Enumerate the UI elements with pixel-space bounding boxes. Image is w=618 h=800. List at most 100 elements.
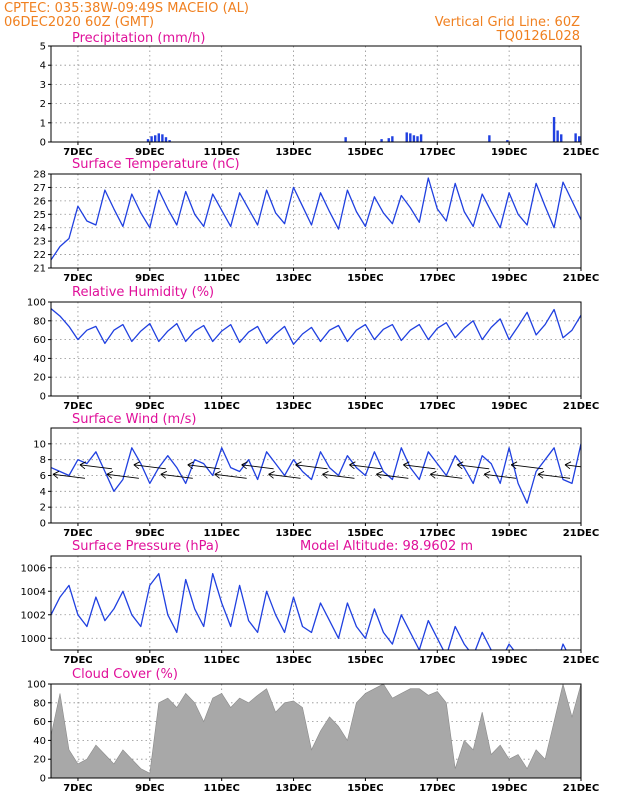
- series-line-temp: [51, 177, 581, 261]
- y-tick-label: 27: [33, 183, 46, 194]
- chart-panel-precip: 0 1 2 3 4 5 7DEC 9DEC 11DEC 13DEC 15DEC 17DEC 19DEC 2…: [40, 31, 600, 158]
- series-line-rh: [51, 308, 581, 345]
- y-tick-label: 6: [40, 471, 46, 482]
- x-tick-label: 17DEC: [419, 147, 455, 158]
- wind-arrow: [510, 461, 544, 470]
- x-tick-label: 13DEC: [275, 401, 311, 412]
- chart-panel-wind: 0 2 4 6 8 10 7DEC 9DEC 11DEC 13DEC 15DEC 17DEC 19DEC…: [33, 412, 599, 539]
- x-tick-label: 21DEC: [563, 783, 599, 794]
- precip-bar: [161, 134, 164, 142]
- y-tick-label: 60: [33, 335, 46, 346]
- y-tick-label: 100: [27, 298, 46, 309]
- grid: [51, 45, 582, 142]
- y-tick-label: 4: [40, 61, 46, 72]
- header-station-line: CPTEC: 035:38W-09:49S MACEIO (AL): [4, 1, 249, 16]
- header-grid-line-info: Vertical Grid Line: 60Z: [435, 15, 580, 30]
- x-tick-label: 9DEC: [135, 655, 164, 666]
- y-tick-label: 21: [33, 264, 46, 275]
- x-tick-label: 19DEC: [491, 528, 527, 539]
- y-tick-label: 0: [40, 138, 46, 149]
- y-tick-label: 80: [33, 316, 46, 327]
- x-tick-label: 15DEC: [347, 655, 383, 666]
- y-tick-label: 0: [40, 774, 46, 785]
- x-tick-label: 13DEC: [275, 783, 311, 794]
- x-tick-label: 19DEC: [491, 783, 527, 794]
- precip-bar: [578, 136, 581, 142]
- y-tick-label: 22: [33, 250, 46, 261]
- wind-arrow: [322, 470, 355, 479]
- precip-bar: [391, 136, 394, 142]
- precip-bar: [164, 137, 168, 142]
- precip-bar: [488, 135, 491, 142]
- x-tick-label: 9DEC: [135, 783, 164, 794]
- panel-frame: [50, 173, 582, 269]
- y-tick-label: 23: [33, 237, 46, 248]
- y-tick-label: 1: [40, 118, 46, 129]
- x-tick-label: 13DEC: [275, 147, 311, 158]
- panel-title: Surface Pressure (hPa): [72, 539, 219, 554]
- y-tick-label: 40: [33, 736, 46, 747]
- x-tick-label: 19DEC: [491, 655, 527, 666]
- x-tick-label: 17DEC: [419, 273, 455, 284]
- wind-arrow: [429, 470, 463, 479]
- wind-arrow: [537, 470, 571, 479]
- x-tick-label: 15DEC: [347, 273, 383, 284]
- wind-arrow: [241, 461, 274, 470]
- x-tick-label: 21DEC: [563, 147, 599, 158]
- x-tick-label: 17DEC: [419, 783, 455, 794]
- y-tick-label: 20: [33, 373, 46, 384]
- x-tick-label: 15DEC: [347, 147, 383, 158]
- x-tick-label: 11DEC: [203, 273, 239, 284]
- y-tick-label: 10: [33, 439, 46, 450]
- wind-arrow: [79, 461, 112, 470]
- wind-arrow: [483, 470, 517, 479]
- y-tick-label: 0: [40, 519, 46, 530]
- precip-bar: [154, 135, 157, 142]
- panel-annotation: Model Altitude: 98.9602 m: [300, 539, 473, 554]
- y-tick-label: 4: [40, 487, 46, 498]
- y-tick-label: 28: [33, 170, 46, 181]
- x-tick-label: 9DEC: [135, 401, 164, 412]
- x-tick-label: 7DEC: [63, 655, 92, 666]
- header-model-id: TQ0126L028: [496, 29, 580, 44]
- precip-bar: [560, 134, 563, 142]
- y-tick-label: 26: [33, 196, 46, 207]
- y-tick-label: 100: [27, 680, 46, 691]
- wind-arrow: [214, 470, 247, 479]
- grid: [51, 556, 582, 650]
- y-tick-label: 1002: [21, 610, 46, 621]
- x-tick-label: 7DEC: [63, 528, 92, 539]
- precip-bar: [380, 139, 383, 142]
- x-tick-label: 17DEC: [419, 655, 455, 666]
- y-tick-label: 8: [40, 455, 46, 466]
- x-tick-label: 21DEC: [563, 273, 599, 284]
- x-tick-label: 11DEC: [203, 147, 239, 158]
- precip-bar: [344, 137, 347, 142]
- precip-bar: [506, 140, 509, 142]
- x-tick-label: 7DEC: [63, 147, 92, 158]
- grid: [51, 428, 582, 523]
- header-date-line: 06DEC2020 60Z (GMT): [4, 15, 154, 30]
- x-tick-label: 15DEC: [347, 528, 383, 539]
- y-tick-label: 1006: [21, 563, 46, 574]
- series-rh: [51, 308, 581, 345]
- chart-panel-rh: 0 20 40 60 80 100 7DEC 9DEC 11DEC 13DEC 15DEC 17DEC…: [27, 285, 599, 412]
- x-tick-label: 17DEC: [419, 528, 455, 539]
- precip-bar: [556, 130, 559, 142]
- precip-bar: [419, 134, 423, 142]
- x-tick-label: 11DEC: [203, 783, 239, 794]
- wind-arrow: [403, 461, 436, 470]
- wind-arrow: [160, 470, 193, 479]
- y-tick-label: 1000: [21, 634, 46, 645]
- panel-frame: [50, 555, 582, 651]
- series-precip: [146, 117, 581, 142]
- y-tick-label: 40: [33, 354, 46, 365]
- x-tick-label: 19DEC: [491, 147, 527, 158]
- x-tick-label: 9DEC: [135, 528, 164, 539]
- grid: [51, 301, 582, 396]
- precip-bar: [574, 133, 577, 142]
- panel-title: Surface Temperature (nC): [72, 157, 240, 172]
- precip-bar: [552, 117, 556, 142]
